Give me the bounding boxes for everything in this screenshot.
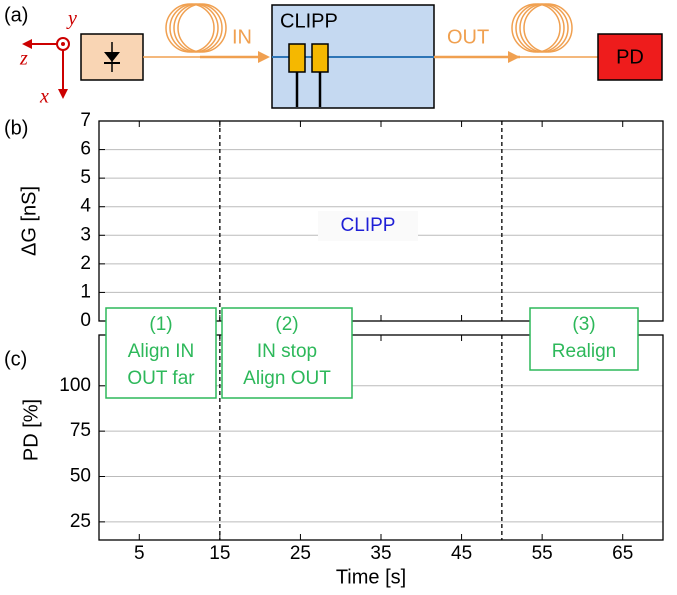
annotation-text: (2) bbox=[275, 314, 298, 335]
arrow-in bbox=[258, 51, 270, 63]
pd-label: PD bbox=[616, 46, 644, 68]
y-tick-label: 100 bbox=[59, 375, 91, 396]
plot-frame bbox=[98, 120, 664, 322]
annotation-text: Align IN bbox=[128, 341, 195, 362]
axis-z: z bbox=[19, 48, 28, 70]
y-tick-label: 7 bbox=[80, 110, 91, 131]
y-tick-label: 4 bbox=[80, 196, 91, 217]
fiber-coil-out bbox=[511, 3, 598, 58]
y-tick-label: 75 bbox=[70, 420, 91, 441]
out-label: OUT bbox=[447, 26, 489, 48]
y-tick-label: 2 bbox=[80, 253, 91, 274]
y-tick-label: 25 bbox=[70, 511, 91, 532]
photodiode bbox=[597, 33, 663, 81]
electrode bbox=[288, 43, 306, 73]
y-tick-label: 50 bbox=[70, 466, 91, 487]
x-tick-label: 5 bbox=[134, 543, 145, 564]
annotation-box bbox=[529, 307, 639, 371]
x-tick-label: 65 bbox=[612, 543, 633, 564]
laser-box bbox=[80, 33, 144, 81]
y-axis-dot bbox=[61, 42, 65, 46]
x-tick-label: 45 bbox=[451, 543, 472, 564]
diode-symbol bbox=[104, 52, 120, 62]
y-tick-label: 6 bbox=[80, 139, 91, 160]
annotation-text: Align OUT bbox=[243, 368, 331, 389]
annotation-text: Realign bbox=[552, 341, 616, 362]
panel-label: (c) bbox=[4, 348, 27, 370]
electrode bbox=[311, 43, 329, 73]
annotation-text: (3) bbox=[572, 314, 595, 335]
axis-y: y bbox=[66, 8, 77, 30]
x-tick-label: 55 bbox=[532, 543, 553, 564]
x-axis-label: Time [s] bbox=[336, 566, 406, 588]
y-tick-label: 3 bbox=[80, 224, 91, 245]
y-tick-label: 5 bbox=[80, 167, 91, 188]
panel-label: (a) bbox=[4, 4, 28, 26]
annotation-box bbox=[221, 307, 353, 399]
y-tick-label: 1 bbox=[80, 281, 91, 302]
annotation-bg bbox=[318, 211, 418, 241]
plot-frame bbox=[98, 334, 664, 541]
in-label: IN bbox=[232, 26, 252, 48]
z-arrowhead bbox=[22, 39, 32, 49]
x-tick-label: 25 bbox=[290, 543, 311, 564]
x-tick-label: 15 bbox=[209, 543, 230, 564]
schematic: (a) y z x IN CLIPP OUT bbox=[4, 3, 663, 109]
y-axis-label: ΔG [nS] bbox=[18, 186, 40, 256]
fiber-coil-in bbox=[143, 3, 250, 58]
y-axis-label: PD [%] bbox=[20, 399, 42, 461]
axis-x: x bbox=[39, 86, 49, 108]
annotation-box bbox=[105, 307, 217, 399]
annotation: CLIPP bbox=[341, 215, 396, 236]
annotation-text: OUT far bbox=[127, 368, 195, 389]
y-tick-label: 0 bbox=[80, 310, 91, 331]
arrow-out bbox=[508, 51, 520, 63]
panel-label: (b) bbox=[4, 117, 28, 139]
clipp-label: CLIPP bbox=[280, 10, 338, 32]
x-tick-label: 35 bbox=[370, 543, 391, 564]
annotation-text: (1) bbox=[149, 314, 172, 335]
annotation-text: IN stop bbox=[257, 341, 317, 362]
x-arrowhead bbox=[58, 89, 68, 99]
